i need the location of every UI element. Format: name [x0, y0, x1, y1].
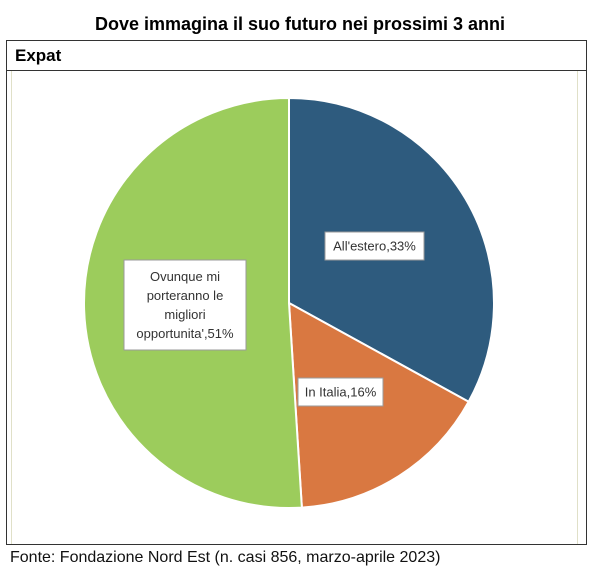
pie-labels: All'estero,33% In Italia,16% Ovunque mi por…: [123, 231, 425, 407]
slice-label-3-line-2: porteranno le: [147, 288, 224, 303]
pie-chart: All'estero,33% In Italia,16% Ovunque mi por…: [83, 96, 495, 509]
slice-label-1-line-1: All'estero,33%: [333, 239, 416, 254]
slice-label-2-line-1: In Italia,16%: [305, 385, 377, 400]
panel-header: Expat: [7, 41, 586, 71]
chart-frame: Expat All'estero,33% In Italia,16% Ovunque…: [6, 40, 587, 545]
slice-label-box-2: [297, 377, 384, 407]
frame-inner-line-right: [577, 71, 578, 544]
slice-label-3-line-3: migliori: [164, 307, 205, 322]
slice-label-box-1: [324, 231, 425, 261]
frame-inner-line-left: [11, 71, 12, 544]
source-note: Fonte: Fondazione Nord Est (n. casi 856,…: [10, 549, 441, 566]
panel-title: Expat: [15, 46, 62, 65]
slice-label-3-line-1: Ovunque mi: [150, 269, 220, 284]
slice-label-box-3: [123, 259, 247, 351]
chart-title: Dove immagina il suo futuro nei prossimi…: [94, 14, 506, 34]
slice-label-3-line-4: opportunita',51%: [136, 326, 234, 341]
